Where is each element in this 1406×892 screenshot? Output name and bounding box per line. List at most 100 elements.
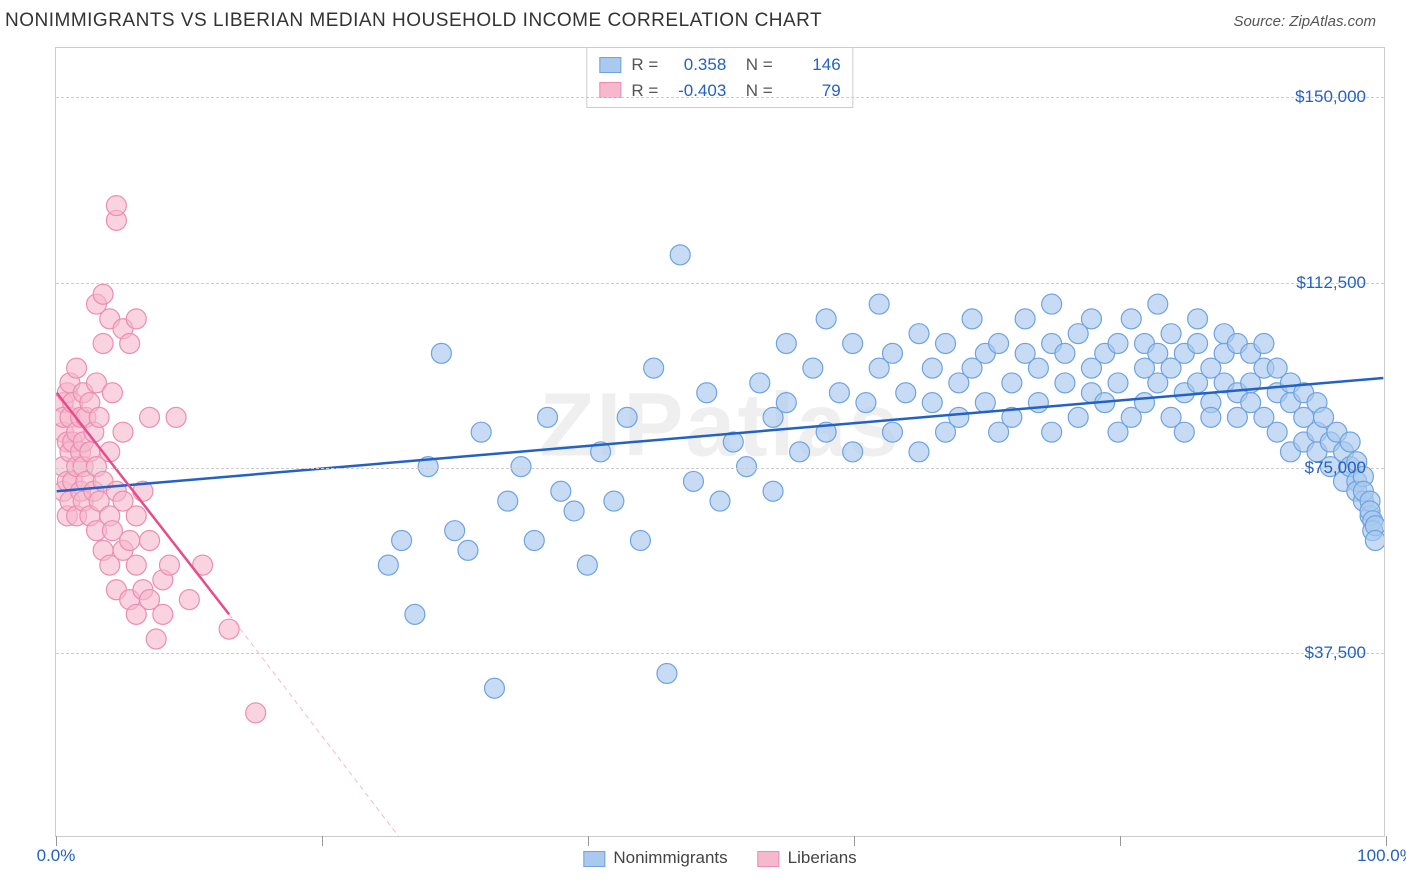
- n-value: 79: [783, 78, 841, 104]
- data-point: [1365, 516, 1384, 536]
- data-point: [1002, 407, 1022, 427]
- data-point: [89, 407, 109, 427]
- data-point: [93, 471, 113, 491]
- legend-swatch: [758, 851, 780, 867]
- data-point: [126, 309, 146, 329]
- data-point: [100, 309, 120, 329]
- data-point: [776, 334, 796, 354]
- data-point: [750, 373, 770, 393]
- y-tick-label: $112,500: [1296, 273, 1366, 293]
- data-point: [577, 555, 597, 575]
- data-point: [564, 501, 584, 521]
- data-point: [1353, 491, 1373, 511]
- data-point: [89, 491, 109, 511]
- data-point: [73, 432, 93, 452]
- data-point: [1121, 407, 1141, 427]
- legend-swatch: [599, 82, 621, 98]
- data-point: [153, 604, 173, 624]
- source-label: Source: ZipAtlas.com: [1233, 13, 1376, 30]
- x-tick-mark: [322, 836, 323, 846]
- data-point: [551, 481, 571, 501]
- data-point: [524, 531, 544, 551]
- data-point: [1360, 501, 1380, 521]
- data-point: [763, 407, 783, 427]
- data-point: [378, 555, 398, 575]
- data-point: [1267, 422, 1287, 442]
- data-point: [1267, 358, 1287, 378]
- data-point: [1227, 407, 1247, 427]
- y-tick-label: $75,000: [1305, 458, 1366, 478]
- data-point: [1360, 506, 1380, 526]
- data-point: [1055, 343, 1075, 363]
- data-point: [896, 383, 916, 403]
- data-point: [1214, 343, 1234, 363]
- r-label: R =: [631, 52, 658, 78]
- data-point: [133, 481, 153, 501]
- data-point: [1135, 358, 1155, 378]
- data-point: [126, 604, 146, 624]
- data-point: [76, 471, 96, 491]
- data-point: [1227, 383, 1247, 403]
- data-point: [102, 521, 122, 541]
- data-point: [73, 457, 93, 477]
- data-point: [1254, 407, 1274, 427]
- data-point: [1042, 294, 1062, 314]
- data-point: [102, 383, 122, 403]
- data-point: [869, 294, 889, 314]
- data-point: [882, 343, 902, 363]
- data-point: [60, 491, 80, 511]
- data-point: [1347, 481, 1367, 501]
- data-point: [1174, 383, 1194, 403]
- data-point: [1081, 383, 1101, 403]
- data-point: [1360, 491, 1380, 511]
- chart-svg: [56, 48, 1384, 836]
- data-point: [166, 407, 186, 427]
- data-point: [471, 422, 491, 442]
- data-point: [56, 457, 73, 477]
- data-point: [763, 481, 783, 501]
- data-point: [93, 284, 113, 304]
- data-point: [71, 407, 91, 427]
- data-point: [1121, 309, 1141, 329]
- data-point: [120, 590, 140, 610]
- data-point: [140, 531, 160, 551]
- r-value: -0.403: [668, 78, 726, 104]
- x-tick-label: 100.0%: [1357, 846, 1406, 866]
- data-point: [1280, 373, 1300, 393]
- data-point: [949, 373, 969, 393]
- data-point: [106, 580, 126, 600]
- legend-swatch: [599, 57, 621, 73]
- data-point: [1068, 407, 1088, 427]
- data-point: [1135, 393, 1155, 413]
- data-point: [146, 629, 166, 649]
- data-point: [989, 422, 1009, 442]
- data-point: [1174, 422, 1194, 442]
- data-point: [1307, 393, 1327, 413]
- data-point: [100, 555, 120, 575]
- data-point: [683, 471, 703, 491]
- data-point: [1015, 309, 1035, 329]
- data-point: [159, 555, 179, 575]
- data-point: [56, 407, 73, 427]
- data-point: [126, 555, 146, 575]
- data-point: [604, 491, 624, 511]
- data-point: [737, 457, 757, 477]
- r-value: 0.358: [668, 52, 726, 78]
- data-point: [591, 442, 611, 462]
- data-point: [67, 457, 87, 477]
- data-point: [56, 422, 73, 442]
- data-point: [1320, 432, 1340, 452]
- data-point: [1294, 432, 1314, 452]
- data-point: [80, 506, 100, 526]
- data-point: [1214, 373, 1234, 393]
- gridline: [56, 653, 1384, 654]
- data-point: [816, 422, 836, 442]
- data-point: [100, 442, 120, 462]
- data-point: [1241, 373, 1261, 393]
- data-point: [1280, 442, 1300, 462]
- gridline: [56, 468, 1384, 469]
- data-point: [670, 245, 690, 265]
- data-point: [63, 393, 83, 413]
- data-point: [57, 383, 77, 403]
- data-point: [405, 604, 425, 624]
